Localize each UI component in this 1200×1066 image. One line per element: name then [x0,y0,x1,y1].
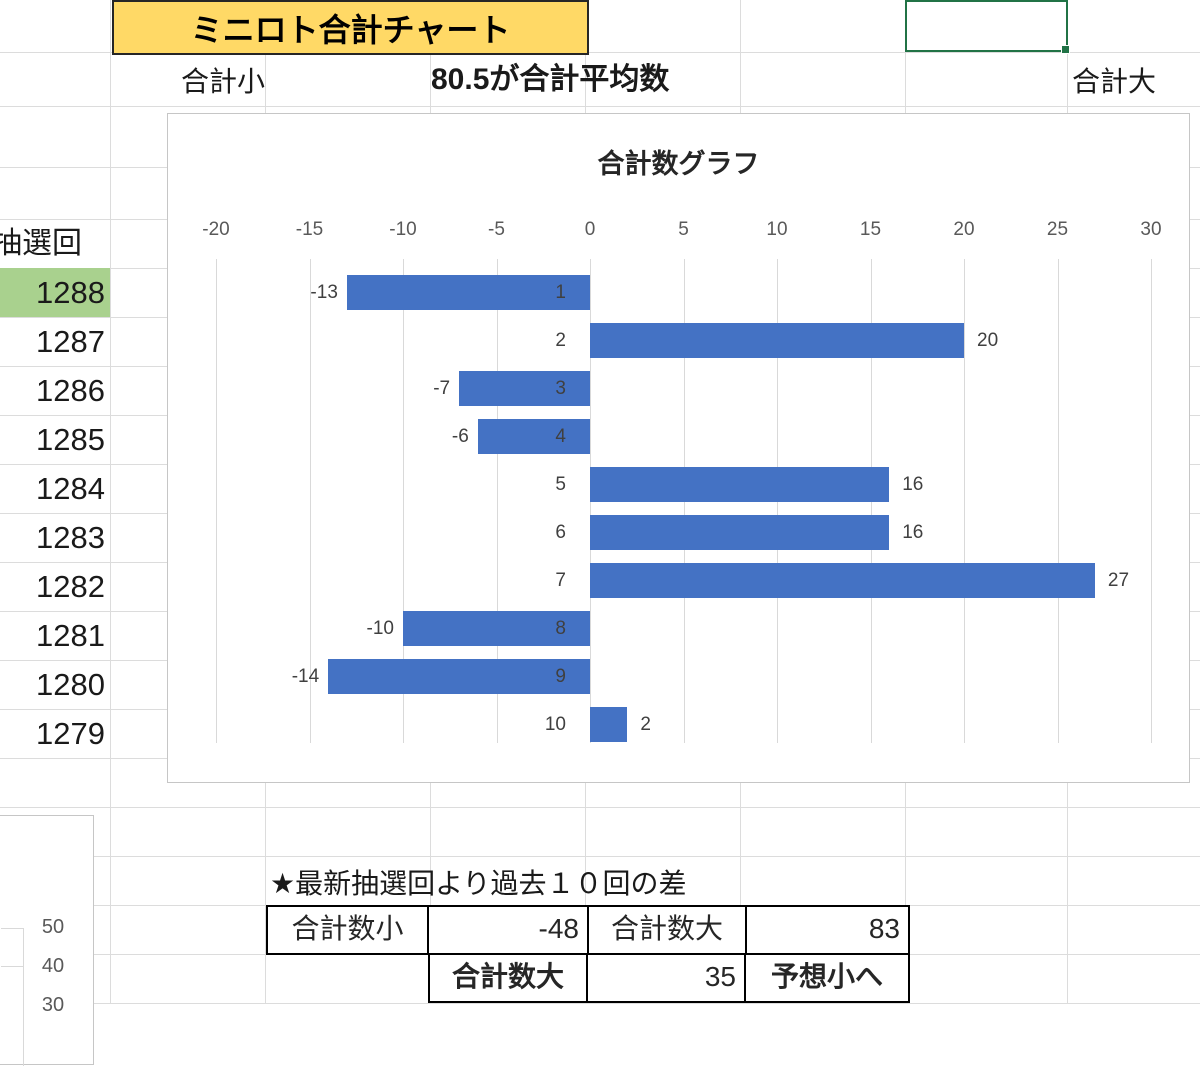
gridline [110,0,111,1004]
category-label: 3 [555,378,566,399]
mini-tick-40 [1,966,24,967]
bar-series-4 [477,419,590,454]
bar-series-6 [590,515,890,550]
bar-series-1 [346,275,590,310]
summary-r1-value-small[interactable]: -48 [429,907,589,953]
summary-table-row-2: 合計数大 35 予想小へ [428,953,910,1003]
data-label: 27 [1107,570,1130,591]
category-label: 1 [555,282,566,303]
chart-gridline [1151,259,1152,743]
chart-gridline [403,259,404,743]
chart-gridline [1057,259,1059,743]
chart-title: 合計数グラフ [597,149,760,179]
draw-column: 1288 1287 1286 1285 1284 1283 1282 1281 1280 1279 [0,268,110,758]
category-label: 6 [555,522,566,543]
x-axis-tick-label: 0 [584,219,596,240]
category-label: 4 [555,426,566,447]
mini-axis-label-50: 50 [41,916,65,938]
category-label: 5 [555,474,566,495]
summary-table-row-1: 合計数小 -48 合計数大 83 [266,905,910,955]
summary-r1-label-small[interactable]: 合計数小 [268,907,429,953]
fill-handle[interactable] [1061,45,1070,54]
draw-number-cell[interactable]: 1280 [36,667,105,702]
total-small-cell[interactable]: 合計小 [180,66,265,97]
mini-axis-label-40: 40 [41,955,65,977]
x-axis-tick-label: -15 [295,219,324,240]
mini-tick-50 [1,928,24,929]
draw-number-cell[interactable]: 1281 [36,618,105,653]
category-label: 7 [555,570,566,591]
gridline [0,52,1200,53]
chart-gridline [309,259,311,743]
draw-number-cell[interactable]: 1288 [0,268,110,317]
category-label: 2 [555,330,566,351]
x-axis-tick-label: 15 [859,219,882,240]
x-axis-tick-label: 5 [678,219,689,240]
summary-r1-value-large[interactable]: 83 [868,913,900,944]
selected-cell[interactable] [905,0,1070,54]
summary-r2-value[interactable]: 35 [588,955,746,1001]
total-bar-chart[interactable]: 合計数グラフ -20 -15 -10 -5 0 5 10 15 20 25 30 1 -13 2 20 3 -7… [167,113,1190,783]
category-label: 10 [544,714,566,735]
category-label: 9 [555,666,566,687]
gridline [0,807,1200,808]
draw-number-cell[interactable]: 1287 [36,324,105,359]
mini-axis-label-30: 30 [41,994,65,1016]
draw-number-cell[interactable]: 1282 [36,569,105,604]
data-label: 16 [902,474,924,495]
bar-series-9 [328,659,590,694]
mini-axis-line [23,928,24,1066]
x-axis-tick-label: 25 [1046,219,1069,240]
bar-series-7 [590,563,1095,598]
x-axis-tick-label: -10 [389,219,417,240]
x-axis-tick-label: 20 [953,219,975,240]
data-label: -13 [310,282,338,303]
summary-r2-action[interactable]: 予想小へ [770,961,883,992]
bar-series-8 [403,611,590,646]
bar-series-10 [590,707,628,742]
draw-number-cell[interactable]: 1284 [36,471,105,506]
gridline [0,106,1200,107]
x-axis-tick-label: -5 [488,219,505,240]
bar-series-3 [459,371,590,406]
chart-gridline [496,259,498,743]
data-label: 20 [977,330,999,351]
data-label: -6 [451,426,469,447]
data-label: 2 [640,714,651,735]
bar-series-2 [590,323,964,358]
draw-number-cell[interactable]: 1283 [36,520,105,555]
summary-r1-label-large[interactable]: 合計数大 [589,907,747,953]
sheet-title: ミニロト合計チャート [190,11,511,48]
chart-gridline [964,259,965,743]
data-label: -10 [366,618,394,639]
draw-number-cell[interactable]: 1286 [36,373,105,408]
total-large-cell[interactable]: 合計大 [1072,66,1157,97]
average-note-cell[interactable]: 80.5が合計平均数 [431,63,670,96]
data-label: 16 [902,522,924,543]
bar-series-5 [590,467,890,502]
draw-column-header[interactable]: 抽選回 [0,227,82,260]
category-label: 8 [555,618,566,639]
summary-r2-label[interactable]: 合計数大 [430,955,588,1001]
chart-gridline [216,259,217,743]
x-axis-tick-label: 30 [1140,219,1162,240]
draw-number-cell[interactable]: 1285 [36,422,105,457]
sheet-title-cell[interactable]: ミニロト合計チャート [112,0,589,55]
data-label: -14 [291,666,320,687]
x-axis-tick-label: -20 [202,219,230,240]
secondary-chart-partial[interactable]: 50 40 30 [0,815,94,1066]
summary-note[interactable]: ★最新抽選回より過去１０回の差 [270,868,687,899]
gridline [0,856,1200,857]
data-label: -7 [433,378,451,399]
x-axis-tick-label: 10 [766,219,788,240]
draw-number-cell[interactable]: 1279 [36,716,105,751]
